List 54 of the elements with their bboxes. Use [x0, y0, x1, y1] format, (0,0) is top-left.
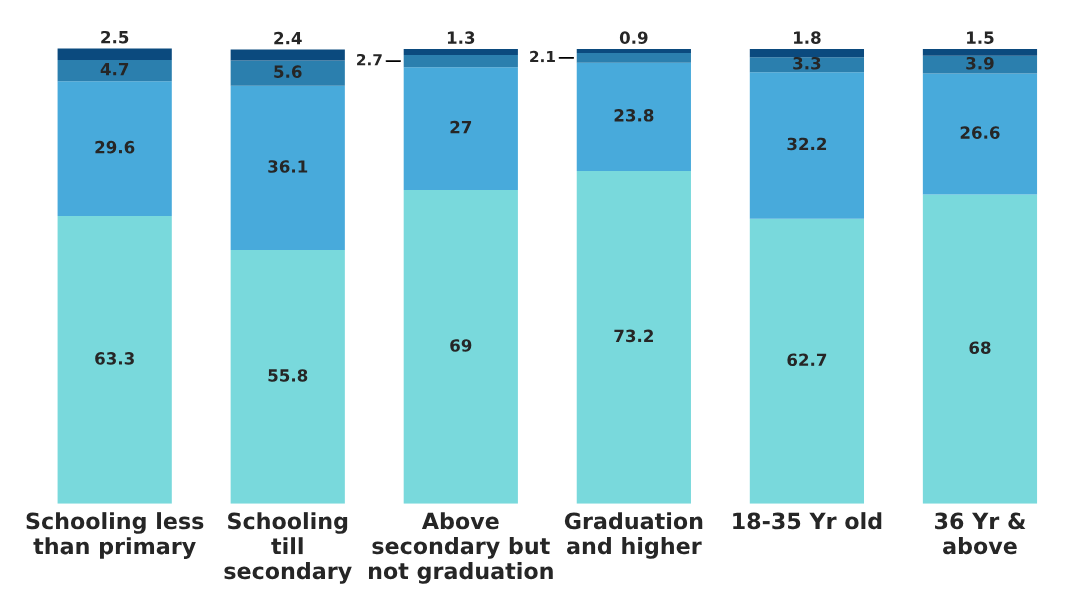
bar — [749, 49, 865, 58]
bar — [749, 218, 865, 504]
bar — [576, 62, 691, 171]
x-tick-label: Graduation and higher — [564, 512, 703, 559]
x-tick-label: Above secondary but not graduation — [368, 512, 553, 584]
x-tick-label: Schooling till secondary — [224, 512, 352, 584]
x-tick-label: 18-35 Yr old — [733, 512, 882, 530]
data-label: 2.5 — [101, 30, 129, 44]
bar — [749, 57, 865, 73]
data-label: 2.4 — [274, 31, 302, 45]
data-label: 1.3 — [447, 31, 475, 44]
bar — [749, 72, 865, 219]
bar — [576, 49, 691, 54]
data-label: 3.3 — [793, 56, 821, 70]
data-label: 36.1 — [268, 160, 308, 173]
data-label: 62.7 — [787, 353, 827, 367]
data-label: 23.8 — [614, 109, 654, 122]
data-label: 2.1 — [530, 50, 555, 63]
data-label: 32.2 — [787, 137, 827, 151]
bar — [576, 170, 691, 504]
bar — [57, 81, 172, 216]
bar — [230, 60, 345, 86]
bar — [576, 53, 691, 63]
bar — [922, 194, 1038, 504]
data-label: 27 — [450, 120, 472, 134]
data-label: 0.9 — [619, 31, 648, 44]
bar — [230, 85, 345, 251]
bar — [403, 67, 518, 190]
x-tick-label: 36 Yr & above — [935, 512, 1026, 555]
bar — [922, 49, 1038, 56]
x-tick-label: Schooling less than primary — [26, 512, 204, 559]
data-label: 1.5 — [967, 31, 994, 44]
data-label: 5.6 — [274, 65, 302, 78]
bar — [57, 215, 172, 504]
data-label: 73.2 — [614, 329, 653, 343]
bar — [403, 190, 518, 504]
bar — [230, 250, 345, 504]
data-label: 4.7 — [100, 63, 129, 76]
bar — [403, 54, 518, 68]
bar — [57, 48, 172, 60]
data-label: 63.3 — [95, 352, 134, 365]
data-label: 2.7 — [357, 53, 382, 66]
bar — [403, 49, 518, 55]
bar — [57, 59, 172, 82]
data-label: 68 — [969, 341, 991, 355]
data-label: 1.8 — [794, 31, 821, 44]
data-label: 26.6 — [960, 126, 1000, 139]
bar — [922, 55, 1038, 74]
data-label: 3.9 — [966, 56, 994, 70]
data-label: 29.6 — [95, 140, 135, 154]
bar — [230, 49, 345, 61]
bar — [922, 73, 1038, 195]
data-label: 69 — [450, 339, 472, 352]
data-label: 55.8 — [268, 369, 308, 382]
